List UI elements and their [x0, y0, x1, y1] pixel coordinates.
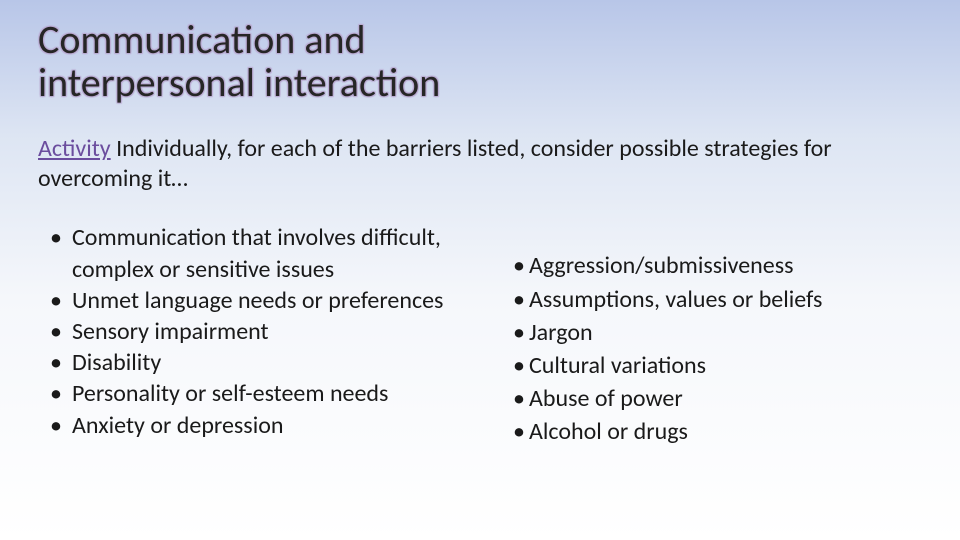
- activity-text: Individually, for each of the barriers l…: [38, 134, 832, 193]
- list-item: Jargon: [505, 317, 920, 348]
- left-bullet-list: Communication that involves difficult, c…: [38, 222, 461, 440]
- list-item: Unmet language needs or preferences: [38, 285, 461, 316]
- list-item: Aggression/submissiveness: [505, 250, 920, 281]
- list-item: Cultural variations: [505, 350, 920, 381]
- list-item: Communication that involves difficult, c…: [38, 222, 461, 284]
- activity-prompt: Activity Individually, for each of the b…: [38, 134, 920, 194]
- columns: Communication that involves difficult, c…: [38, 222, 920, 510]
- list-item: Assumptions, values or beliefs: [505, 284, 920, 315]
- activity-label: Activity: [38, 134, 111, 163]
- column-right: Aggression/submissiveness Assumptions, v…: [479, 222, 920, 510]
- list-item: Anxiety or depression: [38, 410, 461, 441]
- slide-title: Communication and interpersonal interact…: [38, 18, 920, 104]
- list-item: Alcohol or drugs: [505, 416, 920, 447]
- list-item: Disability: [38, 347, 461, 378]
- column-left: Communication that involves difficult, c…: [38, 222, 479, 510]
- list-item: Sensory impairment: [38, 316, 461, 347]
- title-line-2: interpersonal interaction: [38, 58, 440, 107]
- slide: Communication and interpersonal interact…: [0, 0, 960, 540]
- title-line-1: Communication and: [38, 15, 366, 64]
- list-item: Personality or self-esteem needs: [38, 378, 461, 409]
- right-bullet-list: Aggression/submissiveness Assumptions, v…: [505, 250, 920, 447]
- list-item: Abuse of power: [505, 383, 920, 414]
